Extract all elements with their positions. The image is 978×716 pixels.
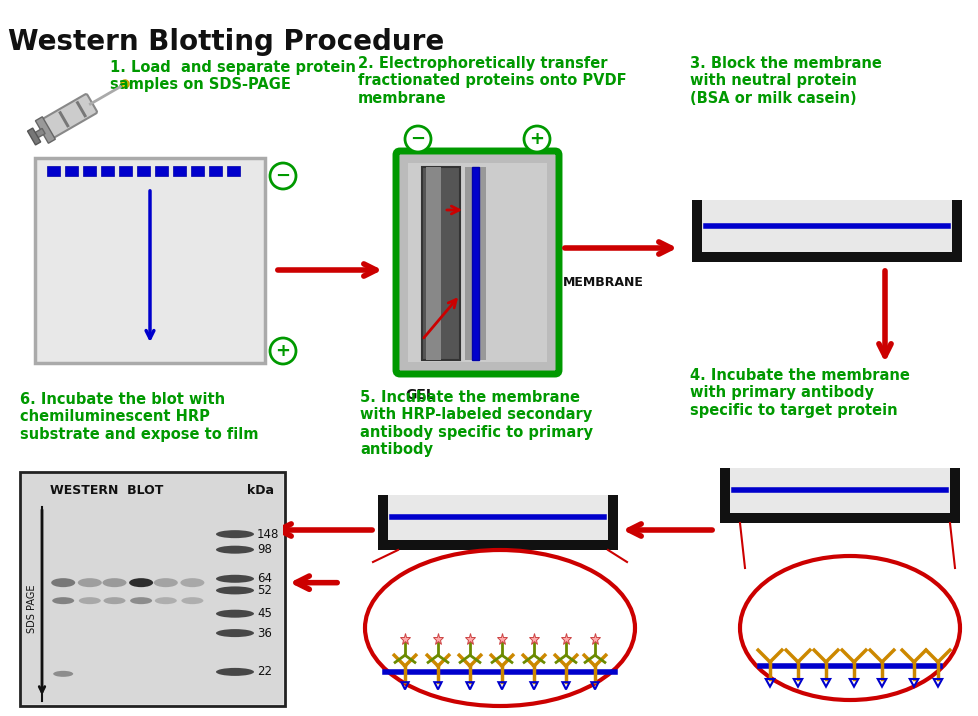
Bar bbox=[719, 468, 730, 523]
Text: +: + bbox=[275, 342, 290, 360]
Text: 22: 22 bbox=[257, 665, 272, 678]
Bar bbox=[227, 166, 240, 176]
Ellipse shape bbox=[130, 597, 152, 604]
Text: WESTERN  BLOT: WESTERN BLOT bbox=[50, 484, 163, 497]
Circle shape bbox=[523, 126, 550, 152]
Bar bbox=[701, 200, 951, 252]
Bar bbox=[58, 111, 69, 127]
Text: SDS PAGE: SDS PAGE bbox=[27, 585, 37, 633]
Ellipse shape bbox=[52, 597, 74, 604]
Text: 36: 36 bbox=[257, 626, 272, 639]
Bar bbox=[951, 200, 961, 262]
Ellipse shape bbox=[216, 668, 253, 676]
Bar bbox=[75, 101, 87, 118]
Bar bbox=[119, 166, 132, 176]
Bar bbox=[378, 495, 617, 550]
Ellipse shape bbox=[77, 578, 102, 587]
Bar bbox=[22, 474, 283, 704]
Text: 52: 52 bbox=[257, 584, 272, 597]
Bar bbox=[607, 495, 617, 550]
Bar bbox=[949, 468, 959, 523]
Bar bbox=[33, 128, 45, 139]
Ellipse shape bbox=[103, 578, 126, 587]
Text: MEMBRANE: MEMBRANE bbox=[562, 276, 644, 289]
Ellipse shape bbox=[53, 671, 73, 677]
Bar bbox=[478, 167, 485, 360]
Bar bbox=[191, 166, 203, 176]
Bar bbox=[471, 167, 478, 360]
Bar bbox=[47, 166, 60, 176]
Ellipse shape bbox=[216, 546, 253, 553]
Bar bbox=[35, 117, 56, 143]
Bar bbox=[35, 158, 265, 363]
Text: −: − bbox=[410, 130, 425, 148]
Ellipse shape bbox=[739, 556, 959, 700]
Text: kDa: kDa bbox=[246, 484, 274, 497]
Circle shape bbox=[270, 163, 295, 189]
Ellipse shape bbox=[78, 597, 101, 604]
Ellipse shape bbox=[216, 629, 253, 637]
Bar bbox=[378, 540, 617, 550]
Text: 1. Load  and separate protein
samples on SDS-PAGE: 1. Load and separate protein samples on … bbox=[110, 60, 356, 92]
Bar bbox=[101, 166, 113, 176]
Bar bbox=[425, 167, 440, 360]
Bar bbox=[719, 468, 959, 523]
Text: 2. Electrophoretically transfer
fractionated proteins onto PVDF
membrane: 2. Electrophoretically transfer fraction… bbox=[358, 56, 626, 106]
Text: 3. Block the membrane
with neutral protein
(BSA or milk casein): 3. Block the membrane with neutral prote… bbox=[689, 56, 881, 106]
Text: Western Blotting Procedure: Western Blotting Procedure bbox=[8, 28, 444, 56]
Ellipse shape bbox=[129, 578, 153, 587]
Ellipse shape bbox=[216, 575, 253, 583]
Bar bbox=[208, 166, 222, 176]
Bar bbox=[20, 472, 285, 706]
Bar bbox=[691, 200, 701, 262]
Circle shape bbox=[270, 338, 295, 364]
Bar bbox=[378, 495, 387, 550]
Bar bbox=[730, 468, 949, 513]
Ellipse shape bbox=[216, 610, 253, 618]
Text: 45: 45 bbox=[257, 607, 272, 620]
FancyBboxPatch shape bbox=[395, 151, 558, 374]
FancyBboxPatch shape bbox=[39, 94, 97, 140]
Bar bbox=[65, 166, 78, 176]
Bar bbox=[155, 166, 168, 176]
Text: 148: 148 bbox=[257, 528, 279, 541]
Bar bbox=[719, 513, 959, 523]
Bar bbox=[173, 166, 186, 176]
Bar bbox=[27, 128, 41, 145]
Bar bbox=[465, 167, 471, 360]
Text: GEL: GEL bbox=[405, 388, 434, 402]
Ellipse shape bbox=[154, 578, 178, 587]
Bar bbox=[387, 495, 607, 540]
Text: 5. Incubate the membrane
with HRP-labeled secondary
antibody specific to primary: 5. Incubate the membrane with HRP-labele… bbox=[360, 390, 593, 458]
Bar bbox=[691, 252, 961, 262]
Text: 98: 98 bbox=[257, 543, 272, 556]
Bar bbox=[422, 167, 460, 360]
Ellipse shape bbox=[104, 597, 125, 604]
Bar bbox=[691, 200, 961, 262]
Text: 6. Incubate the blot with
chemiluminescent HRP
substrate and expose to film: 6. Incubate the blot with chemiluminesce… bbox=[20, 392, 258, 442]
Ellipse shape bbox=[216, 530, 253, 538]
Ellipse shape bbox=[155, 597, 177, 604]
Ellipse shape bbox=[216, 586, 253, 594]
Bar bbox=[408, 163, 547, 362]
Text: +: + bbox=[529, 130, 544, 148]
Bar bbox=[137, 166, 150, 176]
Bar bbox=[83, 166, 96, 176]
Ellipse shape bbox=[180, 578, 204, 587]
Text: −: − bbox=[275, 167, 290, 185]
Text: 4. Incubate the membrane
with primary antibody
specific to target protein: 4. Incubate the membrane with primary an… bbox=[689, 368, 909, 418]
Ellipse shape bbox=[181, 597, 203, 604]
Ellipse shape bbox=[365, 550, 635, 706]
Text: 64: 64 bbox=[257, 572, 272, 585]
Ellipse shape bbox=[51, 578, 75, 587]
Circle shape bbox=[405, 126, 430, 152]
Circle shape bbox=[121, 80, 129, 88]
